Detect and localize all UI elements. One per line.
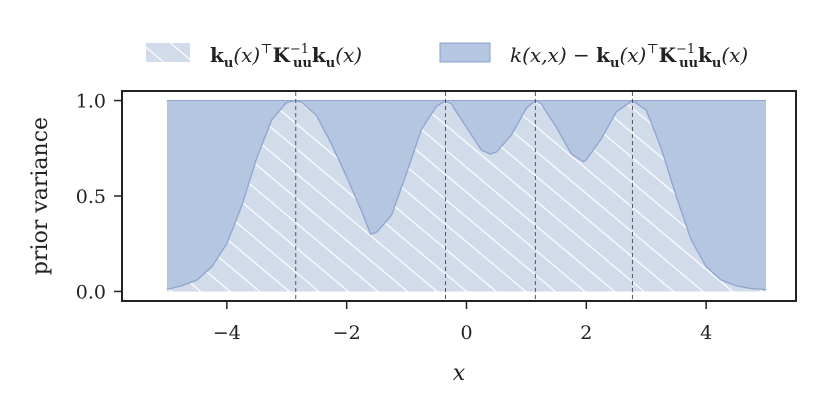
x-tick-label: −2 [333, 322, 361, 344]
y-axis-label: prior variance [28, 117, 53, 275]
x-tick-label: 4 [700, 322, 712, 344]
legend-label-explained: ku(x)⊤K−1 uuku(x) [210, 42, 362, 71]
y-tick-label: 1.0 [76, 91, 106, 113]
legend-label-residual: k(x,x) − ku(x)⊤K−1 uuku(x) [510, 42, 748, 71]
legend-swatch-residual [439, 42, 491, 63]
x-tick-label: 0 [460, 322, 472, 344]
boundary-line [166, 99, 767, 291]
x-axis-label: x [453, 361, 466, 386]
plot-fills [166, 99, 767, 292]
x-tick-label: 2 [580, 322, 592, 344]
y-tick-label: 0.5 [76, 186, 106, 208]
y-tick-label: 0.0 [76, 281, 106, 303]
y-axis-ticks: 0.0 0.5 1.0 [76, 91, 122, 303]
area-residual-variance [166, 100, 767, 290]
x-tick-label: −4 [213, 322, 241, 344]
legend-swatch-explained [146, 43, 190, 62]
x-axis-ticks: −4 −2 0 2 4 [213, 301, 712, 344]
area-explained-variance [166, 100, 767, 292]
legend: ku(x)⊤K−1 uuku(x) k(x,x) − ku(x)⊤K−1 uuku(… [146, 42, 748, 71]
